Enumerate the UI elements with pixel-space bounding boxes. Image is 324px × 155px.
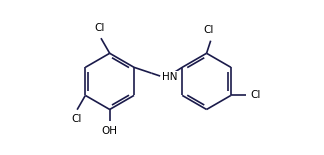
Text: Cl: Cl [250,90,260,100]
Text: HN: HN [162,72,178,82]
Text: Cl: Cl [71,114,81,124]
Text: OH: OH [102,126,118,136]
Text: Cl: Cl [203,25,214,35]
Text: Cl: Cl [95,23,105,33]
